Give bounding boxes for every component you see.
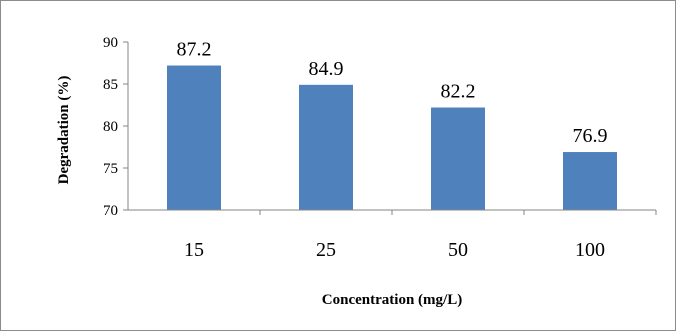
x-tick-label-25: 25 [316,239,336,261]
x-axis-title: Concentration (mg/L) [322,292,462,308]
y-tick-label: 90 [103,35,118,51]
bar-100 [563,152,617,210]
data-label-25: 84.9 [309,58,344,80]
x-tick-label-15: 15 [184,239,204,261]
data-label-50: 82.2 [441,81,476,103]
bars [167,65,617,211]
y-tick-label: 75 [103,161,118,177]
y-tick-label: 70 [103,203,118,219]
data-label-15: 87.2 [177,39,212,61]
y-tick-label: 80 [103,119,118,135]
y-tick-label: 85 [103,77,118,93]
bar-15 [167,65,221,211]
x-tick-label-50: 50 [448,239,468,261]
x-axis-tick-labels: 15 25 50 100 [184,210,657,261]
data-label-100: 76.9 [573,125,608,147]
bar-25 [299,84,353,210]
x-tick-label-100: 100 [575,239,605,261]
data-labels: 87.2 84.9 82.2 76.9 [177,39,608,148]
y-axis-title: Degradation (%) [56,76,72,185]
bar-50 [431,107,485,210]
y-axis-ticks: 70 75 80 85 90 [103,35,128,219]
